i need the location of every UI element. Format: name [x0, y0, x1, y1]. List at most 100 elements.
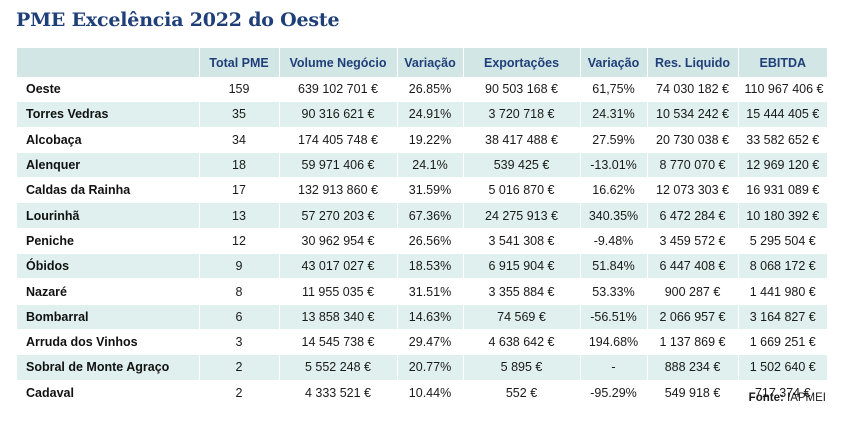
cell-total-pme: 17	[198, 177, 279, 204]
cell-total-pme: 6	[198, 304, 279, 330]
cell-ebitda: 1 441 980 €	[737, 278, 827, 305]
source-label: Fonte:	[748, 392, 784, 404]
cell-total-pme: 2	[198, 380, 279, 406]
cell-exportacoes: 24 275 913 €	[462, 202, 580, 229]
table-row: Óbidos 9 43 017 027 €18.53% 6 915 904 €51.8…	[17, 253, 827, 280]
cell-res-liquido: 10 534 242 €	[646, 101, 738, 128]
cell-ebitda: 5 295 504 €	[737, 228, 827, 255]
header-municipality	[17, 48, 199, 77]
header-variacao-volume: Variação	[396, 48, 463, 77]
cell-total-pme: 12	[198, 228, 279, 255]
cell-res-liquido: 12 073 303 €	[646, 177, 738, 204]
cell-volume-negocio: 90 316 621 €	[278, 101, 397, 128]
cell-exportacoes: 38 417 488 €	[462, 127, 580, 153]
cell-exportacoes: 552 €	[462, 380, 580, 406]
cell-variacao-exportacoes: 51.84%	[579, 253, 647, 280]
cell-ebitda: 1 669 251 €	[737, 329, 827, 356]
cell-variacao-volume: 26.56%	[396, 228, 463, 255]
page-title: PME Excelência 2022 do Oeste	[16, 9, 340, 31]
cell-exportacoes: 539 425 €	[462, 152, 580, 179]
source-value: IAPMEI	[787, 392, 826, 404]
cell-variacao-volume: 14.63%	[396, 304, 463, 330]
cell-total-pme: 18	[198, 152, 279, 179]
cell-total-pme: 159	[198, 77, 279, 103]
cell-variacao-exportacoes: -56.51%	[579, 304, 647, 330]
cell-municipality: Nazaré	[17, 278, 199, 305]
cell-res-liquido: 74 030 182 €	[646, 77, 738, 103]
cell-ebitda: 717 374 €	[737, 380, 827, 406]
cell-variacao-volume: 18.53%	[396, 253, 463, 280]
cell-municipality: Peniche	[17, 228, 199, 255]
cell-ebitda: 8 068 172 €	[737, 253, 827, 280]
header-total-pme: Total PME	[198, 48, 279, 77]
cell-res-liquido: 8 770 070 €	[646, 152, 738, 179]
cell-variacao-volume: 20.77%	[396, 354, 463, 381]
cell-total-pme: 2	[198, 354, 279, 381]
cell-variacao-exportacoes: -	[579, 354, 647, 381]
cell-total-pme: 3	[198, 329, 279, 356]
cell-volume-negocio: 57 270 203 €	[278, 202, 397, 229]
cell-ebitda: 1 502 640 €	[737, 354, 827, 381]
cell-ebitda: 10 180 392 €	[737, 202, 827, 229]
cell-res-liquido: 6 447 408 €	[646, 253, 738, 280]
cell-volume-negocio: 174 405 748 €	[278, 127, 397, 153]
cell-variacao-exportacoes: 194.68%	[579, 329, 647, 356]
cell-variacao-exportacoes: 53.33%	[579, 278, 647, 305]
table-row: Oeste 159 639 102 701 €26.85% 90 503 168 €6…	[17, 77, 827, 103]
table-row: Arruda dos Vinhos 3 14 545 738 €29.47% 4 63…	[17, 329, 827, 356]
cell-variacao-volume: 29.47%	[396, 329, 463, 356]
cell-res-liquido: 1 137 869 €	[646, 329, 738, 356]
cell-municipality: Torres Vedras	[17, 101, 199, 128]
cell-exportacoes: 4 638 642 €	[462, 329, 580, 356]
cell-res-liquido: 20 730 038 €	[646, 127, 738, 153]
cell-municipality: Alcobaça	[17, 127, 199, 153]
table-row: Lourinhã 13 57 270 203 €67.36% 24 275 913 €…	[17, 202, 827, 229]
cell-res-liquido: 2 066 957 €	[646, 304, 738, 330]
table-row: Torres Vedras 35 90 316 621 €24.91% 3 720 7…	[17, 101, 827, 128]
cell-municipality: Arruda dos Vinhos	[17, 329, 199, 356]
cell-municipality: Bombarral	[17, 304, 199, 330]
table-row: Cadaval 2 4 333 521 €10.44% 552 € -95.29% 549…	[17, 380, 827, 406]
cell-municipality: Cadaval	[17, 380, 199, 406]
cell-total-pme: 34	[198, 127, 279, 153]
cell-ebitda: 12 969 120 €	[737, 152, 827, 179]
table-body: Oeste 159 639 102 701 €26.85% 90 503 168 €6…	[17, 77, 827, 406]
cell-volume-negocio: 30 962 954 €	[278, 228, 397, 255]
cell-res-liquido: 888 234 €	[646, 354, 738, 381]
cell-total-pme: 13	[198, 202, 279, 229]
cell-exportacoes: 5 016 870 €	[462, 177, 580, 204]
cell-variacao-volume: 24.1%	[396, 152, 463, 179]
cell-municipality: Óbidos	[17, 253, 199, 280]
cell-ebitda: 3 164 827 €	[737, 304, 827, 330]
header-variacao-exportacoes: Variação	[579, 48, 647, 77]
cell-variacao-exportacoes: 16.62%	[579, 177, 647, 204]
cell-exportacoes: 74 569 €	[462, 304, 580, 330]
cell-variacao-volume: 26.85%	[396, 77, 463, 103]
cell-total-pme: 8	[198, 278, 279, 305]
cell-variacao-exportacoes: -9.48%	[579, 228, 647, 255]
table-row: Peniche 12 30 962 954 €26.56% 3 541 308 € -9…	[17, 228, 827, 255]
table-header-row: Total PME Volume Negócio Variação Export…	[17, 48, 827, 77]
cell-variacao-volume: 31.51%	[396, 278, 463, 305]
header-volume-negocio: Volume Negócio	[278, 48, 397, 77]
cell-exportacoes: 3 355 884 €	[462, 278, 580, 305]
cell-volume-negocio: 43 017 027 €	[278, 253, 397, 280]
cell-volume-negocio: 639 102 701 €	[278, 77, 397, 103]
cell-municipality: Oeste	[17, 77, 199, 103]
table-row: Caldas da Rainha 17 132 913 860 €31.59% 5 0…	[17, 177, 827, 204]
cell-variacao-volume: 10.44%	[396, 380, 463, 406]
cell-ebitda: 110 967 406 €	[737, 77, 827, 103]
table-row: Alcobaça 34 174 405 748 €19.22% 38 417 488 …	[17, 127, 827, 153]
cell-variacao-volume: 67.36%	[396, 202, 463, 229]
cell-volume-negocio: 13 858 340 €	[278, 304, 397, 330]
cell-variacao-exportacoes: 24.31%	[579, 101, 647, 128]
table-row: Nazaré 8 11 955 035 €31.51% 3 355 884 €53.3…	[17, 278, 827, 305]
cell-volume-negocio: 59 971 406 €	[278, 152, 397, 179]
cell-variacao-volume: 31.59%	[396, 177, 463, 204]
cell-volume-negocio: 4 333 521 €	[278, 380, 397, 406]
cell-exportacoes: 3 720 718 €	[462, 101, 580, 128]
cell-res-liquido: 549 918 €	[646, 380, 738, 406]
header-res-liquido: Res. Liquido	[646, 48, 738, 77]
cell-res-liquido: 3 459 572 €	[646, 228, 738, 255]
cell-ebitda: 33 582 652 €	[737, 127, 827, 153]
